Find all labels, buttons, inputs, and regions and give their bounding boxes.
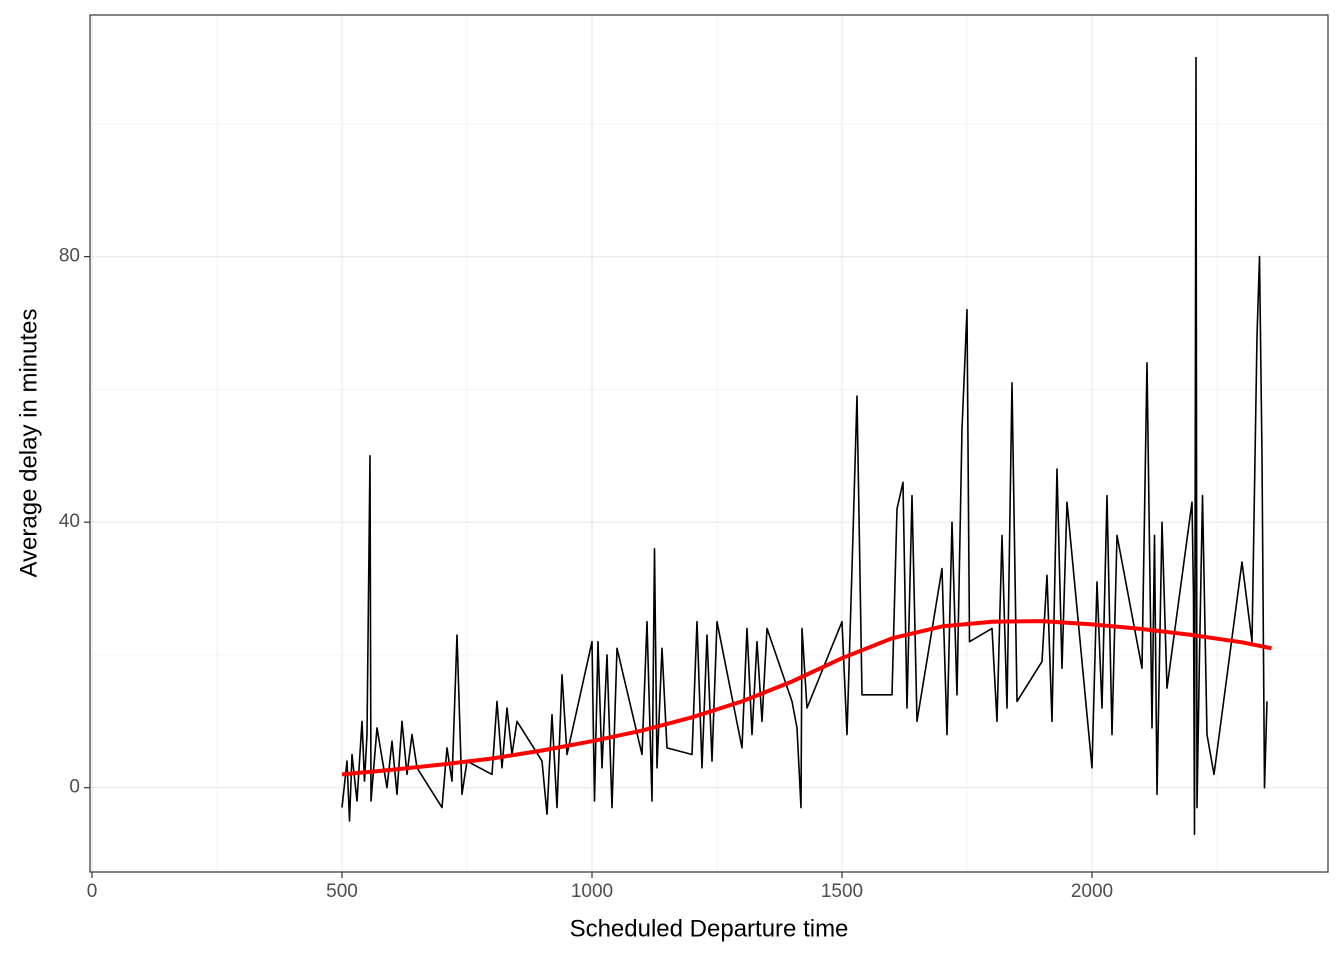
- y-tick-label: 40: [59, 511, 80, 532]
- x-tick-label: 0: [87, 881, 98, 902]
- y-tick-label: 0: [69, 777, 80, 798]
- data-line: [341, 56, 1268, 835]
- x-tick-label: 2000: [1071, 881, 1113, 902]
- smooth-line: [341, 619, 1272, 777]
- x-tick-label: 500: [326, 881, 358, 902]
- x-tick-label: 1000: [571, 881, 613, 902]
- panel-border: [89, 14, 1329, 873]
- y-axis-title: Average delay in minutes: [15, 308, 42, 577]
- y-tick-label: 80: [59, 246, 80, 267]
- x-axis-title: Scheduled Departure time: [570, 915, 849, 942]
- x-tick-label: 1500: [821, 881, 863, 902]
